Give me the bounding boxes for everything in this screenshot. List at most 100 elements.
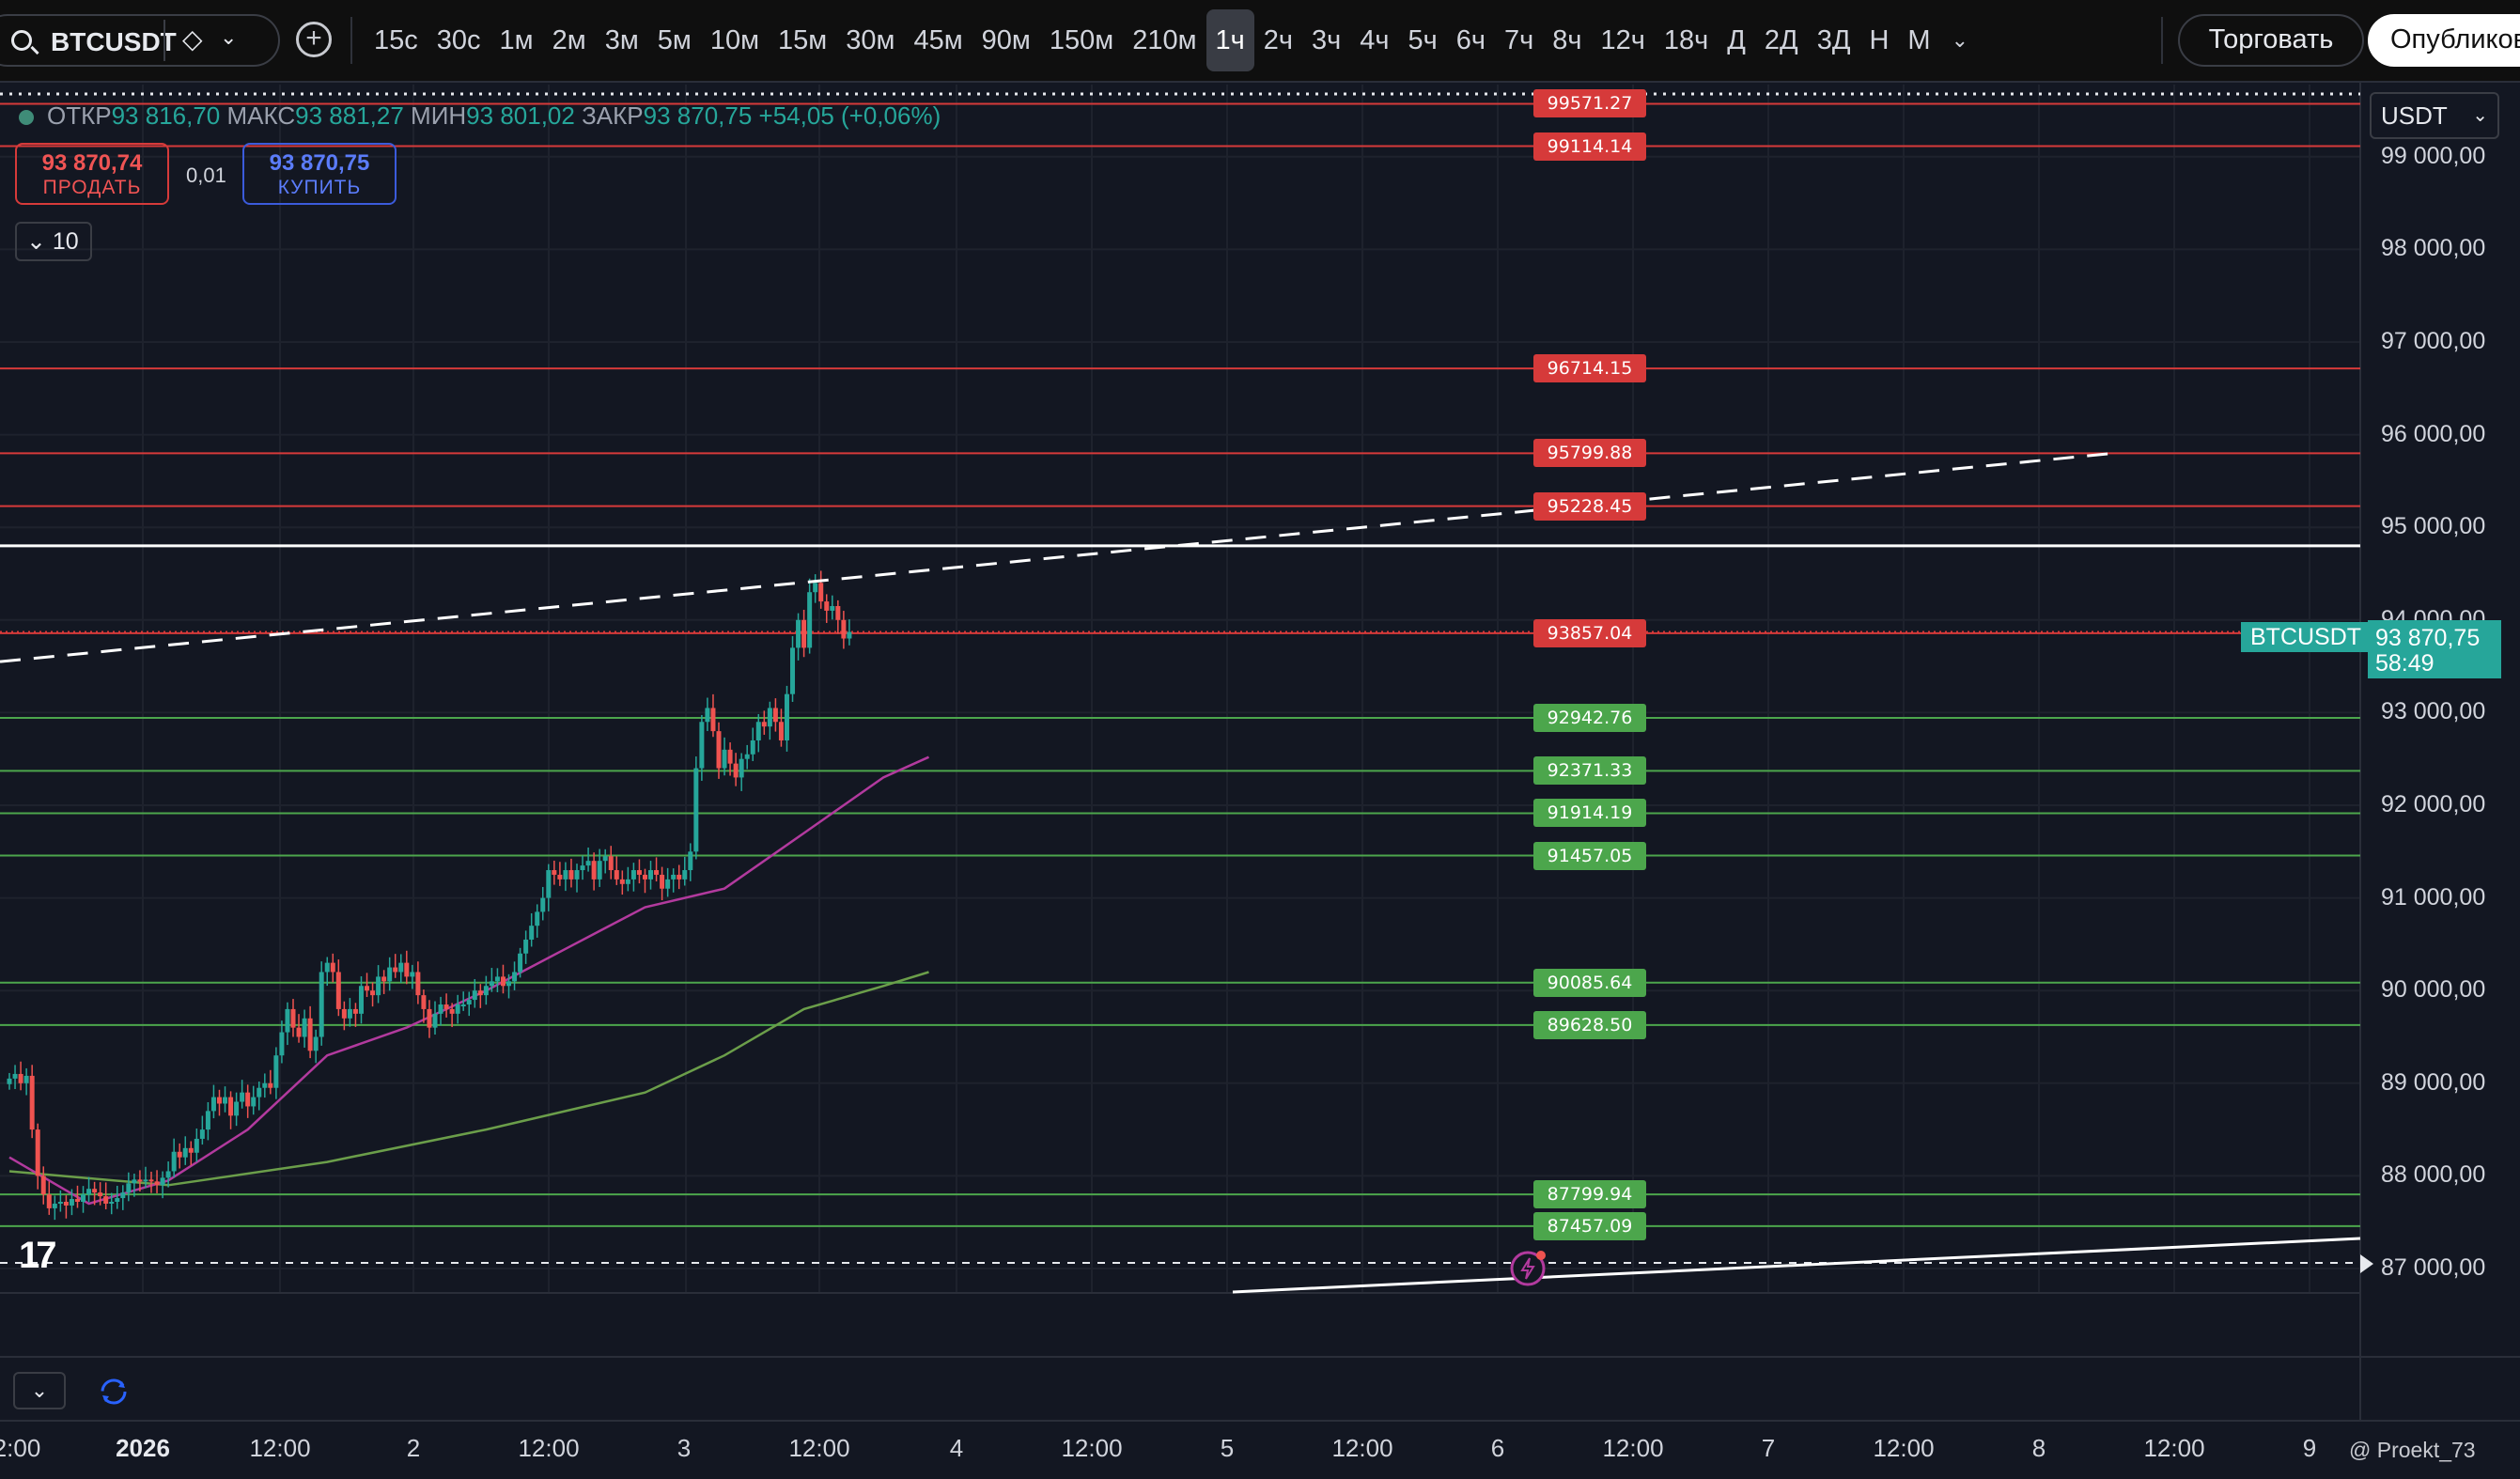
timeframe-14[interactable]: 2ч	[1263, 25, 1294, 55]
timeframe-3[interactable]: 2м	[552, 25, 586, 55]
moving-averages	[8, 755, 930, 1206]
resistance-level-label-3[interactable]: 95799.88	[1533, 439, 1646, 468]
candle-body	[614, 870, 619, 880]
support-level-label-5[interactable]: 89628.50	[1533, 1010, 1646, 1039]
quantity-select[interactable]: ⌄ 10	[15, 222, 92, 261]
candle-body	[602, 856, 608, 862]
currency-select[interactable]: USDT ⌄	[2370, 92, 2499, 139]
time-tick: 2:00	[0, 1434, 41, 1462]
sync-icon[interactable]	[98, 1376, 130, 1408]
time-tick: 12:00	[788, 1434, 850, 1462]
timeframe-16[interactable]: 4ч	[1360, 25, 1390, 55]
candle-body	[824, 601, 830, 611]
chevron-down-icon[interactable]: ⌄	[220, 25, 238, 49]
timeframe-10[interactable]: 90м	[981, 25, 1031, 55]
alert-icon[interactable]	[1509, 1250, 1547, 1287]
price-tick: 95 000,00	[2381, 513, 2486, 540]
candle-body	[557, 874, 563, 880]
candle-body	[160, 1177, 165, 1186]
candle-body	[660, 874, 665, 889]
timeframe-8[interactable]: 30м	[846, 25, 895, 55]
diamond-icon[interactable]: ◇	[182, 24, 203, 54]
timeframe-20[interactable]: 8ч	[1552, 25, 1582, 55]
support-level-label-3[interactable]: 91457.05	[1533, 841, 1646, 870]
resistance-level-label-1[interactable]: 99114.14	[1533, 132, 1646, 161]
scroll-right-icon[interactable]	[2360, 1254, 2373, 1273]
search-icon	[11, 30, 32, 51]
price-chart[interactable]	[0, 83, 2520, 1479]
candle-body	[778, 722, 784, 740]
candle-body	[86, 1189, 92, 1195]
resistance-level-label-5[interactable]: 93857.04	[1533, 618, 1646, 647]
resistance-level-label-0[interactable]: 99571.27	[1533, 89, 1646, 118]
support-level-label-6[interactable]: 87799.94	[1533, 1180, 1646, 1209]
candle-body	[234, 1101, 240, 1116]
candle-body	[568, 870, 574, 880]
candle-body	[591, 861, 597, 880]
timeframe-13[interactable]: 1ч	[1206, 9, 1254, 71]
support-level-label-7[interactable]: 87457.09	[1533, 1211, 1646, 1240]
add-symbol-button[interactable]: +	[296, 22, 332, 57]
timeframe-27[interactable]: М	[1907, 25, 1931, 55]
candle-body	[535, 911, 540, 926]
support-level-label-2[interactable]: 91914.19	[1533, 799, 1646, 828]
timeframe-11[interactable]: 150м	[1049, 25, 1114, 55]
time-tick: 12:00	[1061, 1434, 1123, 1462]
timeframe-4[interactable]: 3м	[604, 25, 639, 55]
buy-button[interactable]: 93 870,75 КУПИТЬ	[242, 143, 397, 205]
timeframe-6[interactable]: 10м	[709, 25, 760, 55]
timeframe-22[interactable]: 18ч	[1663, 25, 1709, 55]
more-timeframes-icon[interactable]: ⌄	[1951, 28, 1969, 52]
timeframe-2[interactable]: 1м	[499, 25, 534, 55]
time-tick: 2026	[116, 1434, 170, 1462]
time-tick: 3	[677, 1434, 692, 1462]
timeframe-15[interactable]: 3ч	[1312, 25, 1342, 55]
buy-label: КУПИТЬ	[277, 177, 362, 198]
price-tick: 88 000,00	[2381, 1161, 2486, 1189]
candle-body	[801, 619, 807, 648]
timeframe-0[interactable]: 15с	[374, 25, 418, 55]
last-price-tag: 93 870,75 58:49	[2368, 620, 2501, 678]
timeframe-23[interactable]: Д	[1727, 25, 1746, 55]
timeframe-1[interactable]: 30с	[436, 25, 481, 55]
timeframe-5[interactable]: 5м	[657, 25, 692, 55]
timeframe-19[interactable]: 7ч	[1504, 25, 1534, 55]
sell-button[interactable]: 93 870,74 ПРОДАТЬ	[15, 143, 169, 205]
support-level-label-4[interactable]: 90085.64	[1533, 968, 1646, 997]
timeframe-17[interactable]: 5ч	[1408, 25, 1438, 55]
timeframe-18[interactable]: 6ч	[1455, 25, 1486, 55]
trade-button[interactable]: Торговать	[2178, 14, 2364, 67]
timeframe-24[interactable]: 2Д	[1764, 25, 1798, 55]
timeframe-7[interactable]: 15м	[778, 25, 828, 55]
candle-body	[767, 708, 772, 727]
support-level-label-1[interactable]: 92371.33	[1533, 756, 1646, 786]
spread-value: 0,01	[186, 163, 226, 187]
candle-body	[137, 1179, 143, 1182]
resistance-level-label-4[interactable]: 95228.45	[1533, 491, 1646, 521]
resistance-level-label-2[interactable]: 96714.15	[1533, 354, 1646, 383]
candle-body	[228, 1097, 234, 1116]
candle-body	[636, 870, 642, 875]
timeframe-12[interactable]: 210м	[1132, 25, 1197, 55]
timeframe-25[interactable]: 3Д	[1816, 25, 1851, 55]
support-level-label-0[interactable]: 92942.76	[1533, 704, 1646, 733]
candle-body	[285, 1008, 290, 1033]
candle-body	[370, 990, 376, 996]
candle-body	[182, 1147, 188, 1158]
tradingview-logo[interactable]: 17	[19, 1235, 56, 1276]
candle-body	[165, 1171, 171, 1178]
trend-lines	[0, 451, 2361, 1294]
candle-body	[143, 1179, 148, 1182]
candle-body	[268, 1082, 273, 1088]
timeframe-9[interactable]: 45м	[913, 25, 963, 55]
timeframe-21[interactable]: 12ч	[1600, 25, 1645, 55]
time-tick: 12:00	[2143, 1434, 2205, 1462]
publish-button[interactable]: Опубликов	[2368, 14, 2520, 67]
candle-body	[148, 1179, 154, 1182]
candle-body	[727, 749, 733, 764]
candle-body	[92, 1189, 98, 1193]
timeframe-26[interactable]: Н	[1869, 25, 1890, 55]
collapse-button[interactable]: ⌄	[13, 1372, 66, 1409]
candle-body	[705, 708, 710, 723]
symbol-search[interactable]: BTCUSDT ◇ ⌄	[0, 14, 280, 67]
